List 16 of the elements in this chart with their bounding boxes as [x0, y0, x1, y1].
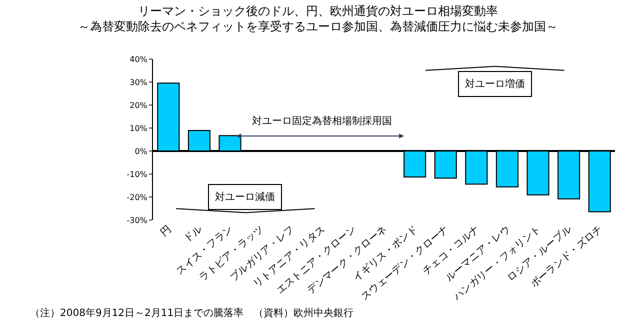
y-tick-label: 40% [130, 54, 148, 64]
annotation: 対ユーロ固定為替相場制採用国 [252, 115, 392, 127]
y-tick-label: 30% [130, 78, 148, 87]
y-tick-label: -20% [126, 192, 148, 202]
chart-title: リーマン・ショック後のドル、円、欧州通貨の対ユーロ相場変動率 [138, 4, 498, 18]
y-tick-label: 20% [130, 100, 148, 110]
annotation: 対ユーロ増価 [465, 78, 525, 90]
x-tick-label: ドル [182, 224, 204, 245]
chart-subtitle: ～為替変動除去のベネフィットを享受するユーロ参加国、為替減価圧力に悩む未参加国～ [78, 20, 558, 34]
y-tick-label: 0% [134, 146, 148, 156]
y-tick-label: 10% [130, 124, 148, 133]
text: （注）2008年9月12日～2月11日までの騰落率 （資料）欧州中央銀行 [30, 307, 354, 319]
y-tick-label: -10% [126, 170, 148, 179]
y-tick-label: -30% [126, 216, 148, 225]
annotation: 対ユーロ減価 [215, 191, 275, 203]
x-tick-label: 円 [158, 224, 174, 239]
